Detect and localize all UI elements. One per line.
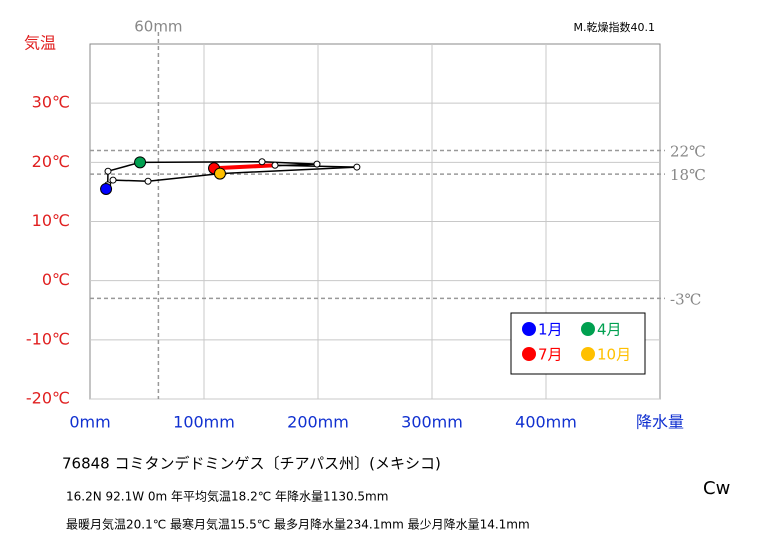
point bbox=[313, 160, 321, 168]
x-tick-label: 200mm bbox=[287, 413, 349, 432]
highlight-point bbox=[134, 156, 147, 169]
reference-label: 22℃ bbox=[670, 143, 706, 161]
y-tick-label: -10℃ bbox=[26, 329, 70, 348]
info-line: 16.2N 92.1W 0m 年平均気温18.2℃ 年降水量1130.5mm bbox=[66, 489, 388, 504]
highlight-segment bbox=[213, 163, 276, 171]
legend-marker bbox=[581, 347, 595, 361]
legend-marker bbox=[522, 347, 536, 361]
legend-marker bbox=[581, 322, 595, 336]
legend-label: 1月 bbox=[538, 321, 563, 339]
x-axis-label: 降水量 bbox=[636, 413, 684, 432]
point bbox=[104, 167, 112, 175]
y-tick-label: 0℃ bbox=[42, 270, 70, 289]
y-tick-label: 10℃ bbox=[32, 211, 70, 230]
x-tick-label: 0mm bbox=[69, 413, 110, 432]
point bbox=[271, 161, 279, 169]
index-label: M.乾燥指数40.1 bbox=[574, 20, 655, 34]
x-tick-label: 300mm bbox=[401, 413, 463, 432]
info-line: 最暖月気温20.1℃ 最寒月気温15.5℃ 最多月降水量234.1mm 最少月降… bbox=[66, 517, 530, 532]
y-tick-label: 20℃ bbox=[32, 152, 70, 171]
reference-label: 18℃ bbox=[670, 166, 706, 184]
y-tick-label: 30℃ bbox=[32, 93, 70, 112]
climate-class: Cw bbox=[703, 478, 730, 499]
point bbox=[144, 177, 152, 185]
point bbox=[109, 176, 117, 184]
highlight-point bbox=[100, 182, 113, 195]
legend-label: 4月 bbox=[597, 321, 622, 339]
y-axis-label: 気温 bbox=[24, 34, 56, 53]
legend-marker bbox=[522, 322, 536, 336]
title: 76848 コミタンデドミンゲス〔チアパス州〕(メキシコ) bbox=[62, 455, 441, 473]
y-tick-label: -20℃ bbox=[26, 389, 70, 408]
reference-label: -3℃ bbox=[670, 290, 701, 308]
legend-label: 10月 bbox=[597, 346, 631, 364]
point bbox=[353, 163, 361, 171]
legend-box bbox=[510, 312, 646, 375]
highlight-point bbox=[213, 167, 226, 180]
reference-label: 60mm bbox=[134, 18, 182, 36]
x-tick-label: 400mm bbox=[515, 413, 577, 432]
point bbox=[258, 158, 266, 166]
legend-label: 7月 bbox=[538, 346, 563, 364]
x-tick-label: 100mm bbox=[173, 413, 235, 432]
